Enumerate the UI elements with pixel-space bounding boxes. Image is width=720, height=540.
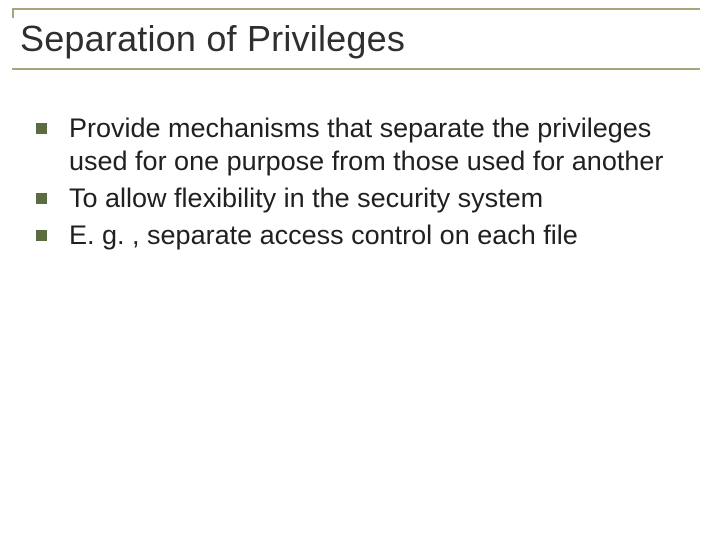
title-rule-top	[12, 8, 700, 10]
list-item: Provide mechanisms that separate the pri…	[36, 112, 672, 178]
slide-title: Separation of Privileges	[12, 8, 700, 68]
square-bullet-icon	[36, 123, 47, 134]
bullet-text: Provide mechanisms that separate the pri…	[69, 112, 672, 178]
title-rule-bottom	[12, 68, 700, 70]
title-block: Separation of Privileges	[12, 8, 700, 70]
square-bullet-icon	[36, 230, 47, 241]
square-bullet-icon	[36, 193, 47, 204]
list-item: To allow flexibility in the security sys…	[36, 182, 672, 215]
bullet-text: To allow flexibility in the security sys…	[69, 182, 543, 215]
bullet-text: E. g. , separate access control on each …	[69, 219, 578, 252]
body-area: Provide mechanisms that separate the pri…	[36, 112, 672, 256]
list-item: E. g. , separate access control on each …	[36, 219, 672, 252]
slide: Separation of Privileges Provide mechani…	[0, 0, 720, 540]
